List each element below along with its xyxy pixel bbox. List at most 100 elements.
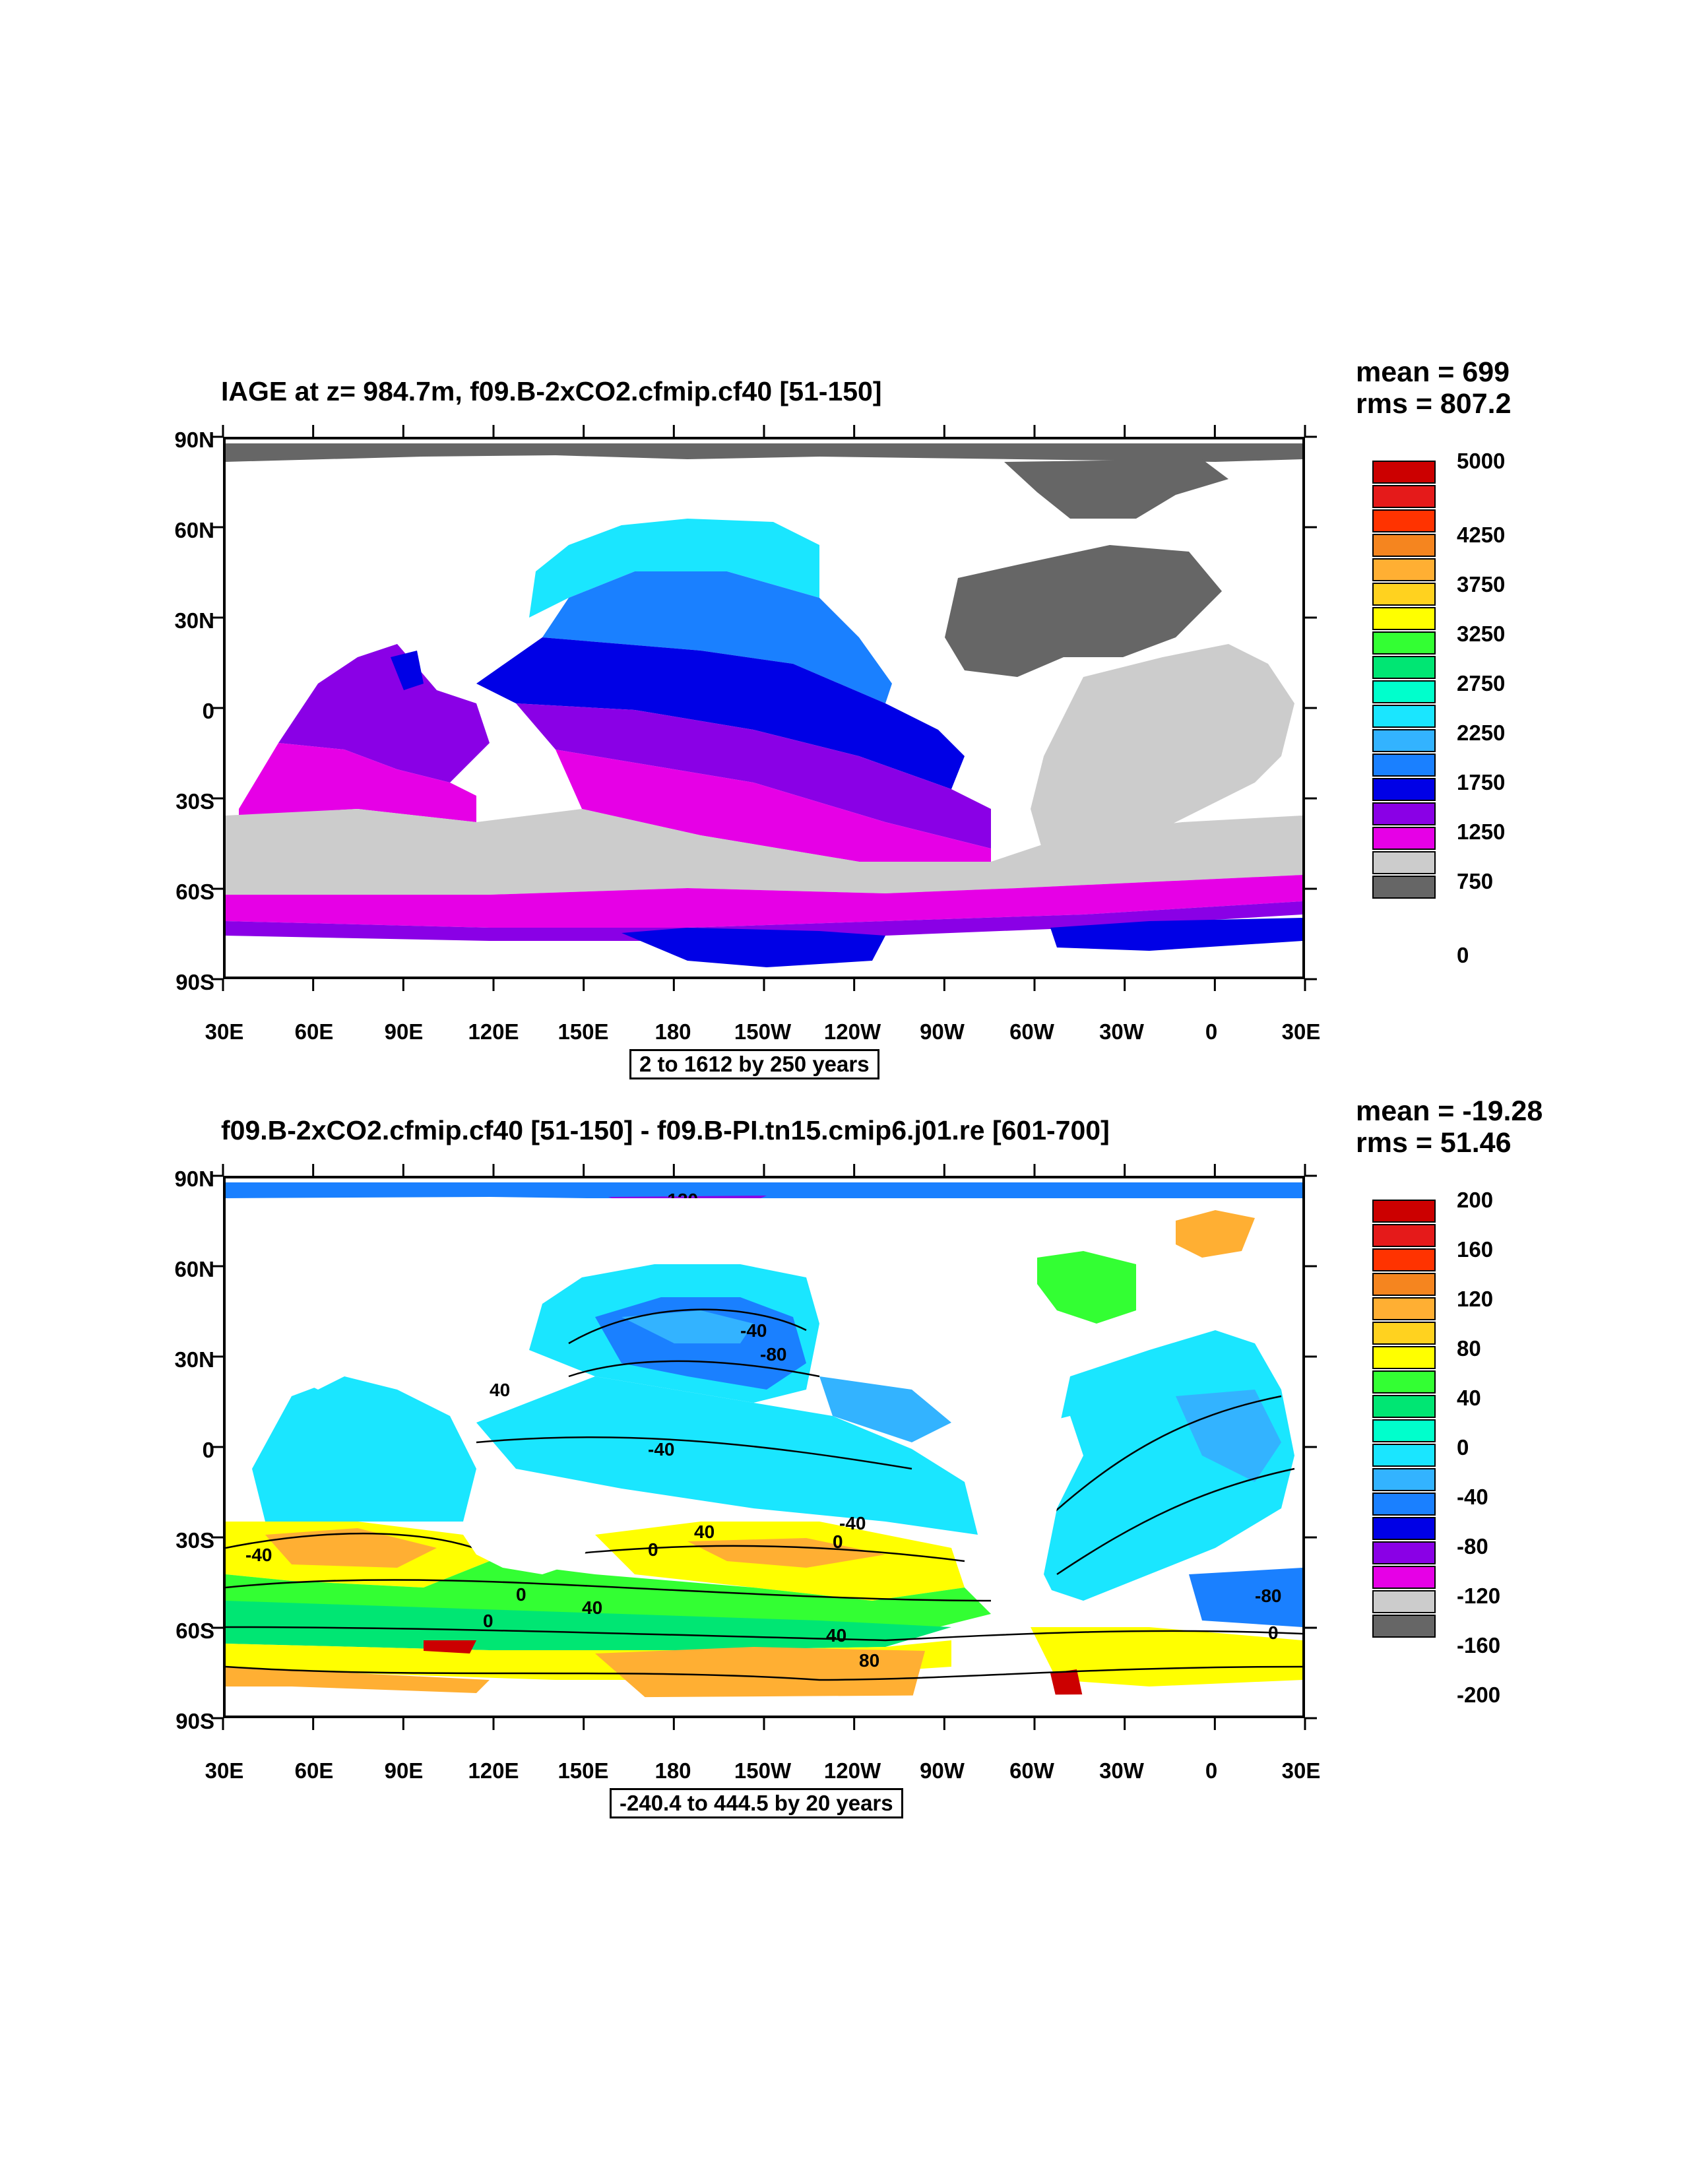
panel-title: f09.B-2xCO2.cfmip.cf40 [51-150] - f09.B-… xyxy=(221,1115,1110,1145)
colorbar-label: 750 xyxy=(1457,869,1494,893)
mean-stat: mean = -19.28 xyxy=(1356,1095,1543,1127)
lat-label: 60N xyxy=(174,518,214,542)
tropical-cyan xyxy=(476,1376,978,1535)
colorbar-swatch xyxy=(1372,1200,1436,1223)
lat-label: 90S xyxy=(175,970,214,994)
lon-label: 0 xyxy=(1205,1758,1218,1783)
contour-label: 0 xyxy=(516,1584,526,1605)
lon-label: 60E xyxy=(294,1019,334,1044)
land-americas xyxy=(965,1416,1083,1601)
colorbar-swatch xyxy=(1372,1224,1436,1247)
indian-violet xyxy=(278,644,490,783)
lat-label: 0 xyxy=(202,1438,214,1462)
lon-label: 60W xyxy=(1009,1019,1054,1044)
iage-map-panel: mean = 699 rms = 807.2 IAGE at z= 984.7m… xyxy=(0,356,1689,1102)
acc-violet xyxy=(226,901,1302,941)
colorbar-label: 160 xyxy=(1457,1237,1494,1262)
lat-label: 0 xyxy=(202,699,214,723)
acc-blue-weddell xyxy=(1050,918,1302,951)
acc-magenta xyxy=(226,875,1302,928)
lon-label: 150E xyxy=(558,1758,609,1783)
axis-ticks xyxy=(211,1164,1317,1730)
colorbar-swatch xyxy=(1372,1322,1436,1345)
rms-stat: rms = 51.46 xyxy=(1356,1127,1512,1159)
panel-title: IAGE at z= 984.7m, f09.B-2xCO2.cfmip.cf4… xyxy=(221,376,882,406)
colorbar-label: 2250 xyxy=(1457,721,1506,745)
lat-label: 30N xyxy=(174,1347,214,1372)
colorbar-label: 40 xyxy=(1457,1386,1481,1410)
colorbar xyxy=(1372,461,1438,900)
colorbar-swatch xyxy=(1372,1346,1436,1369)
colorbar-swatch xyxy=(1372,607,1436,630)
map-plot: -120 -40 -80 40 -40 0 40 -40 0 40 -40 0 … xyxy=(223,1176,1305,1718)
colorbar-label: -160 xyxy=(1457,1633,1501,1657)
colorbar-swatch xyxy=(1372,1541,1436,1564)
lon-label: 0 xyxy=(1205,1019,1218,1044)
lat-label: 60S xyxy=(175,880,214,904)
lon-label: 120E xyxy=(468,1019,519,1044)
spac-magenta xyxy=(556,750,991,862)
colorbar-swatch xyxy=(1372,461,1436,484)
map-plot xyxy=(223,437,1305,979)
lon-label: 180 xyxy=(654,1758,691,1783)
southern-gray xyxy=(226,809,1302,895)
colorbar xyxy=(1372,1200,1438,1639)
so-blue-weddell xyxy=(1189,1568,1302,1627)
contour-label: -80 xyxy=(760,1344,786,1365)
colorbar-label: -120 xyxy=(1457,1584,1501,1608)
colorbar-swatch xyxy=(1372,1590,1436,1613)
lon-label: 150W xyxy=(734,1019,792,1044)
greenland xyxy=(1004,459,1228,519)
lat-label: 30S xyxy=(175,789,214,814)
indian-magenta xyxy=(239,743,476,822)
colorbar-label: 1250 xyxy=(1457,819,1506,844)
sio-orange xyxy=(265,1528,437,1568)
colorbar-label: 3750 xyxy=(1457,572,1506,596)
indian-blue xyxy=(391,651,424,690)
so-orange-west xyxy=(226,1667,490,1693)
lon-label: 60W xyxy=(1009,1758,1054,1783)
lon-label: 120W xyxy=(823,1019,881,1044)
colorbar-swatch xyxy=(1372,1444,1436,1467)
colorbar-swatch xyxy=(1372,729,1436,752)
colorbar-label: 5000 xyxy=(1457,449,1506,473)
contour-label: 0 xyxy=(833,1531,843,1552)
colorbar-label: 0 xyxy=(1457,1435,1469,1460)
lon-label: 180 xyxy=(654,1019,691,1044)
colorbar-swatch xyxy=(1372,534,1436,557)
lon-label: 120W xyxy=(823,1758,881,1783)
colorbar-swatch xyxy=(1372,583,1436,606)
colorbar-swatch xyxy=(1372,1273,1436,1296)
colorbar-label: -200 xyxy=(1457,1683,1501,1707)
lon-label: 30E xyxy=(205,1758,244,1783)
colorbar-label: 80 xyxy=(1457,1336,1481,1361)
colorbar-swatch xyxy=(1372,1517,1436,1540)
lat-label: 60N xyxy=(174,1257,214,1281)
colorbar-swatch xyxy=(1372,1615,1436,1638)
contour-label: -40 xyxy=(839,1513,866,1533)
so-red-spot-2 xyxy=(424,1640,476,1654)
npac-deepblue xyxy=(476,637,965,789)
lat-label: 30S xyxy=(175,1528,214,1553)
spac-violet xyxy=(516,703,991,849)
colorbar-swatch xyxy=(1372,1468,1436,1491)
contour-label: 40 xyxy=(490,1380,510,1400)
north-america xyxy=(945,545,1222,677)
lat-label: 90N xyxy=(174,1167,214,1191)
lat-label: 90N xyxy=(174,428,214,452)
colorbar-label: 0 xyxy=(1457,943,1469,967)
map-field xyxy=(226,443,1302,967)
atlantic-light xyxy=(1176,1390,1281,1482)
lon-label: 30W xyxy=(1099,1758,1144,1783)
colorbar-swatch xyxy=(1372,680,1436,703)
colorbar-swatch xyxy=(1372,778,1436,801)
lon-label: 30E xyxy=(205,1019,244,1044)
land-antarctica xyxy=(226,1693,1302,1716)
colorbar-label: 1750 xyxy=(1457,770,1506,794)
so-red-spot xyxy=(1050,1669,1083,1701)
contour-label: 40 xyxy=(694,1522,715,1542)
contour-label: -80 xyxy=(1255,1586,1281,1606)
colorbar-swatch xyxy=(1372,1248,1436,1271)
lon-label: 30E xyxy=(1281,1019,1321,1044)
contour-label: -40 xyxy=(740,1320,767,1341)
